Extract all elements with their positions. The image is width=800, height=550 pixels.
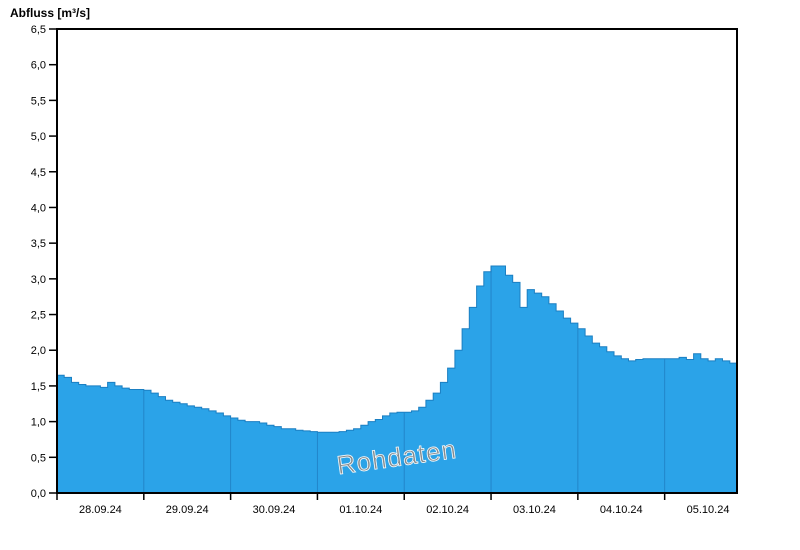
y-axis-label: 0,0 (31, 488, 46, 500)
x-axis-label: 02.10.24 (426, 504, 469, 516)
y-axis-label: 1,5 (31, 381, 46, 393)
y-axis-label: 2,5 (31, 310, 46, 322)
x-axis-label: 03.10.24 (513, 504, 556, 516)
y-axis-label: 4,5 (31, 167, 46, 179)
y-axis-label: 5,0 (31, 131, 46, 143)
y-axis-label: 3,5 (31, 238, 46, 250)
y-axis-label: 2,0 (31, 345, 46, 357)
y-axis-label: 4,0 (31, 202, 46, 214)
x-axis-label: 30.09.24 (253, 504, 296, 516)
y-axis-label: 1,0 (31, 417, 46, 429)
y-axis-label: 6,0 (31, 60, 46, 72)
x-axis-label: 05.10.24 (687, 504, 730, 516)
area-series-edge (57, 265, 738, 433)
x-axis-label: 01.10.24 (339, 504, 382, 516)
y-axis-label: 5,5 (31, 95, 46, 107)
y-axis-label: 0,5 (31, 452, 46, 464)
x-axis-label: 04.10.24 (600, 504, 643, 516)
y-axis-label: 3,0 (31, 274, 46, 286)
y-axis-label: 6,5 (31, 24, 46, 36)
area-series-fill (57, 266, 737, 493)
x-axis-label: 28.09.24 (79, 504, 122, 516)
plot-frame (56, 28, 738, 494)
x-axis-label: 29.09.24 (166, 504, 209, 516)
chart-title: Abfluss [m³/s] (10, 6, 91, 20)
